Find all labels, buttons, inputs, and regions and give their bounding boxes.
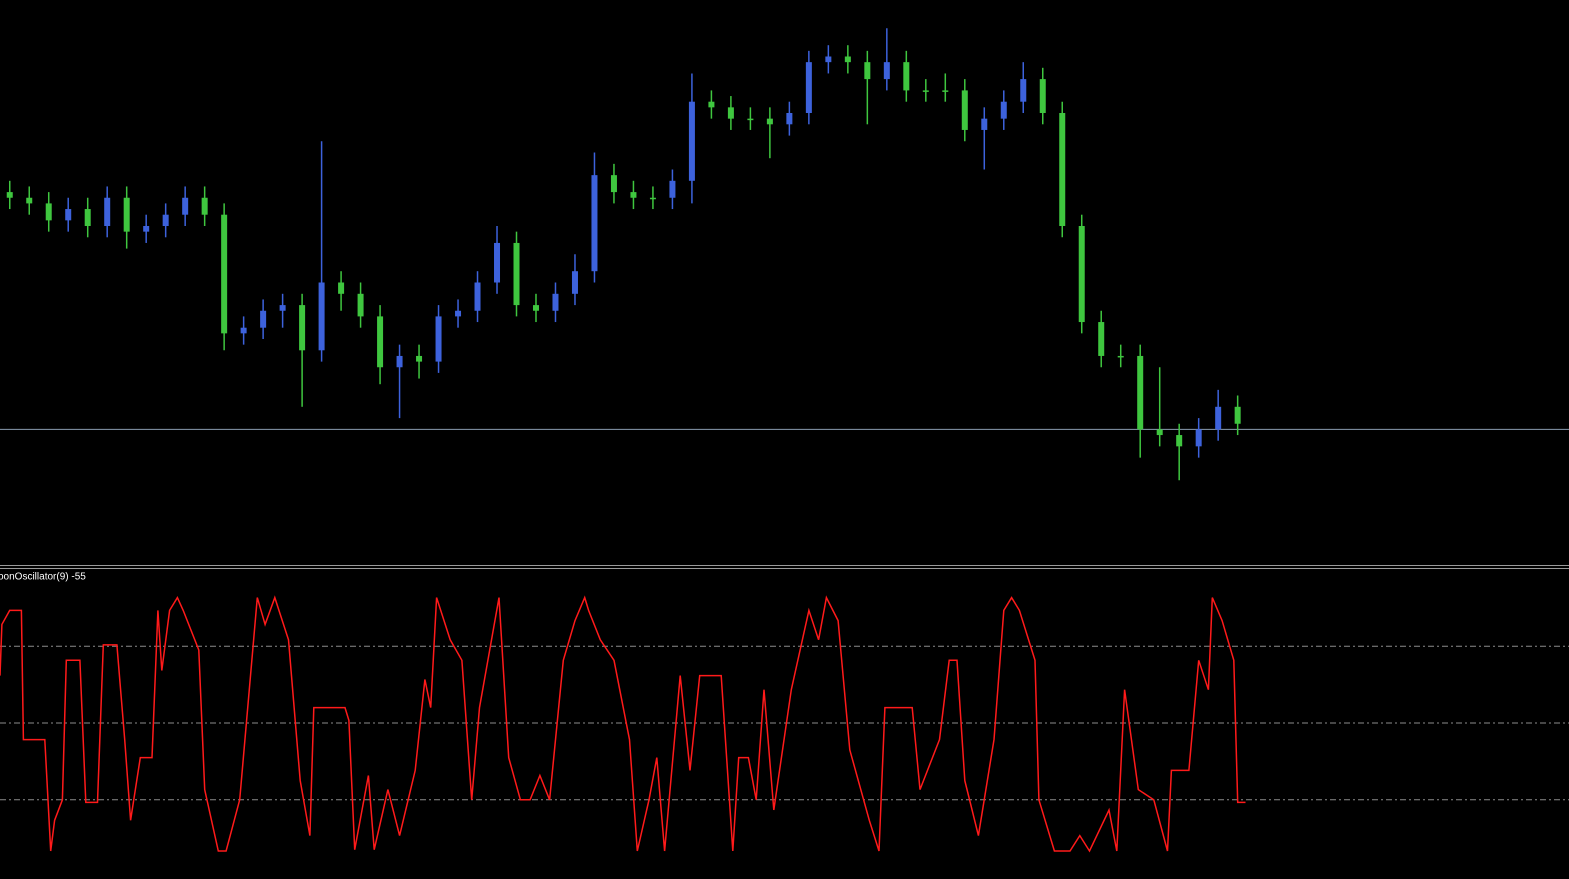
candle-body	[727, 107, 734, 119]
candle-body	[1156, 429, 1163, 436]
candle-body	[182, 197, 189, 215]
candle-body	[513, 242, 520, 306]
candle-body	[981, 118, 988, 130]
candle-body	[844, 56, 851, 63]
candle-body	[610, 175, 617, 193]
candle-body	[786, 113, 793, 125]
candle-body	[1039, 79, 1046, 113]
candle-body	[26, 197, 33, 204]
candle-body	[883, 62, 890, 80]
candle-body	[65, 209, 72, 221]
candle-body	[864, 62, 871, 80]
candle-body	[455, 310, 462, 317]
candle-body	[474, 282, 481, 311]
candle-body	[630, 192, 637, 198]
candle-body	[1117, 355, 1124, 358]
candle-body	[961, 90, 968, 130]
candle-body	[123, 197, 130, 232]
candle-body	[766, 118, 773, 125]
candle-body	[942, 90, 949, 92]
candle-body	[1059, 113, 1066, 226]
candle-body	[201, 197, 208, 215]
candle-body	[708, 101, 715, 108]
candle-body	[221, 214, 228, 334]
candle-body	[1215, 406, 1222, 430]
candle-body	[494, 242, 501, 283]
candle-body	[552, 293, 559, 311]
candle-body	[532, 305, 539, 311]
candle-body	[1195, 429, 1202, 447]
candle-body	[84, 209, 91, 226]
candle-body	[318, 282, 325, 351]
candle-body	[6, 192, 13, 198]
candle-body	[922, 90, 929, 92]
candle-body	[747, 118, 754, 121]
indicator-title: oonOscillator(9) -55	[0, 572, 86, 583]
candle-body	[571, 271, 578, 294]
candle-body	[1176, 435, 1183, 447]
candle-body	[396, 355, 403, 368]
candle-body	[338, 282, 345, 294]
candle-body	[162, 214, 169, 226]
candle-body	[903, 62, 910, 91]
candle-body	[435, 316, 442, 362]
oscillator-line	[0, 595, 1246, 853]
candle-body	[279, 305, 286, 311]
candle-body	[688, 101, 695, 181]
candle-body	[1000, 101, 1007, 119]
candle-body	[45, 203, 52, 221]
candle-body	[825, 56, 832, 63]
candle-body	[1234, 406, 1241, 424]
candle-body	[1137, 355, 1144, 430]
candle-body	[416, 355, 423, 362]
candle-body	[104, 197, 111, 226]
candle-body	[377, 316, 384, 368]
candle-body	[240, 327, 247, 334]
candle-body	[143, 226, 150, 232]
candle-body	[1098, 322, 1105, 356]
candle-body	[1020, 79, 1027, 102]
candle-body	[591, 175, 598, 272]
candle-body	[1078, 226, 1085, 323]
candle-body	[669, 180, 676, 198]
candle-body	[357, 293, 364, 317]
candle-body	[260, 310, 267, 328]
candle-body	[805, 62, 812, 113]
candle-body	[649, 197, 656, 200]
candle-body	[299, 305, 306, 351]
